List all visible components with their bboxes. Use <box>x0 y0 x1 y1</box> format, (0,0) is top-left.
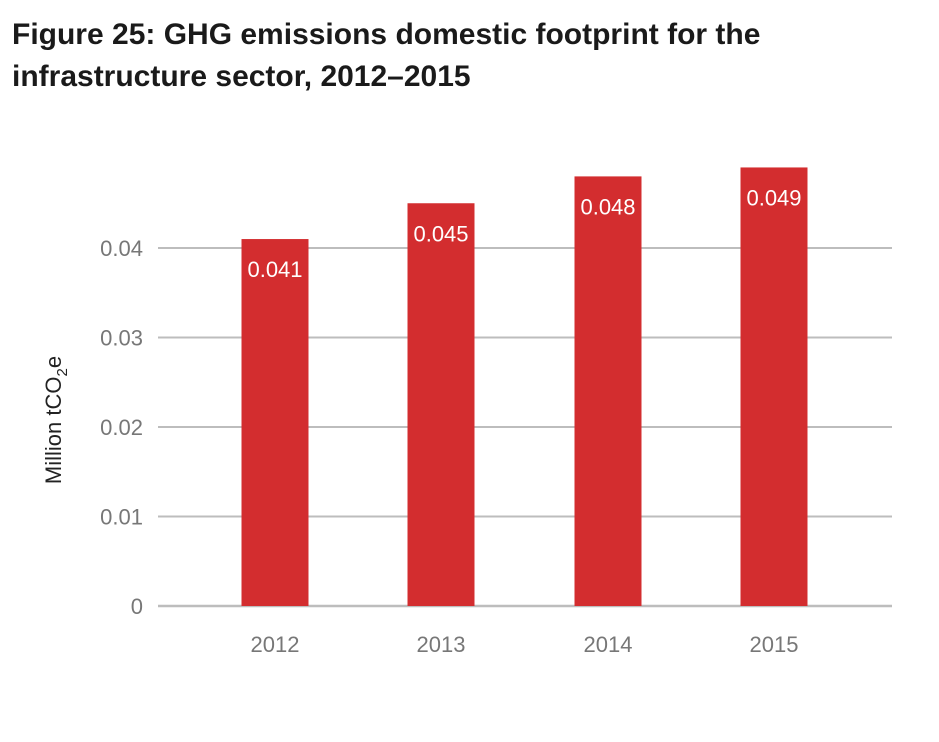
bar-2014 <box>574 176 642 606</box>
y-axis-label: Million tCO2e <box>41 356 71 484</box>
bar-2013 <box>407 203 475 606</box>
y-axis-ticks: 0 0.01 0.02 0.03 0.04 <box>100 236 143 619</box>
x-tick-label-2013: 2013 <box>417 632 466 657</box>
data-label-2015: 0.049 <box>746 185 801 210</box>
chart-title-line-2: infrastructure sector, 2012–2015 <box>12 60 471 93</box>
y-axis-label-main: Million tCO <box>41 377 66 485</box>
chart-title: Figure 25: GHG emissions domestic footpr… <box>12 14 922 98</box>
bar-2012 <box>241 239 309 607</box>
chart-title-line-1: Figure 25: GHG emissions domestic footpr… <box>12 18 761 51</box>
y-tick-label: 0.02 <box>100 415 143 440</box>
x-tick-label-2012: 2012 <box>251 632 300 657</box>
y-tick-label: 0 <box>131 594 143 619</box>
data-label-2012: 0.041 <box>247 257 302 282</box>
data-label-2014: 0.048 <box>580 194 635 219</box>
y-axis-label-subscript: 2 <box>54 368 71 376</box>
bars: 0.041 0.045 0.048 0.049 <box>241 167 808 607</box>
y-tick-label: 0.01 <box>100 505 143 530</box>
bar-2015 <box>740 167 808 606</box>
x-tick-label-2015: 2015 <box>750 632 799 657</box>
y-axis-label-tail: e <box>41 356 66 368</box>
x-tick-label-2014: 2014 <box>584 632 633 657</box>
y-tick-label: 0.03 <box>100 326 143 351</box>
data-label-2013: 0.045 <box>413 221 468 246</box>
x-axis-ticks: 2012 2013 2014 2015 <box>251 632 799 657</box>
y-tick-label: 0.04 <box>100 236 143 261</box>
